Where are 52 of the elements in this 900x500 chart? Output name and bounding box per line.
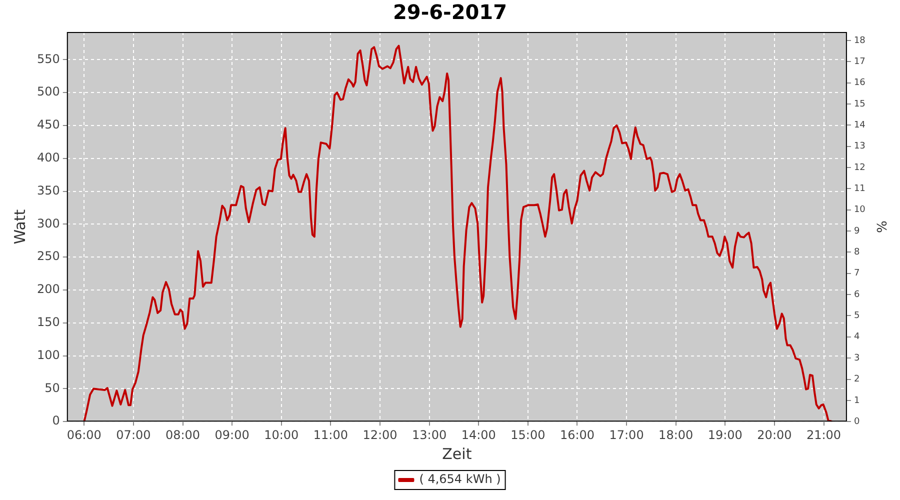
y2-tick-label: 1 (854, 396, 860, 406)
y-tick-label: 150 (37, 315, 60, 330)
y-tick-label: 350 (37, 183, 60, 198)
y-tick-label: 100 (37, 348, 60, 362)
y-tick-label: 250 (37, 249, 60, 264)
y-tick-label: 300 (37, 216, 60, 230)
y2-tick-label: 10 (854, 205, 866, 216)
y2-tick-label: 17 (854, 56, 866, 67)
y2-tick-label: 9 (854, 226, 860, 236)
x-tick-label: 16:00 (560, 428, 595, 442)
y2-tick-label: 16 (854, 78, 866, 88)
x-tick-label: 14:00 (461, 428, 496, 442)
legend-label: ( 4,654 kWh ) (419, 472, 501, 486)
x-tick-label: 08:00 (165, 428, 200, 442)
x-tick-label: 21:00 (806, 428, 842, 442)
y-tick-label: 0 (52, 414, 60, 428)
x-axis-title: Zeit (442, 444, 472, 463)
y2-tick-label: 11 (854, 184, 866, 194)
y2-tick-label: 7 (854, 268, 860, 279)
y-tick-label: 50 (44, 380, 60, 395)
y2-tick-label: 5 (854, 311, 860, 322)
x-tick-label: 17:00 (609, 428, 644, 442)
y2-tick-label: 6 (854, 290, 860, 300)
y2-tick-label: 15 (854, 99, 866, 110)
y2-axis-title: % (872, 220, 888, 233)
y2-tick-label: 0 (854, 416, 860, 427)
y-tick-label: 550 (37, 52, 60, 66)
x-tick-label: 10:00 (264, 428, 299, 442)
y-tick-label: 500 (37, 84, 60, 99)
y2-tick-label: 13 (854, 142, 866, 152)
x-tick-label: 11:00 (313, 428, 348, 442)
y2-tick-label: 14 (854, 120, 866, 131)
chart-title: 29-6-2017 (392, 0, 508, 24)
x-tick-label: 20:00 (757, 428, 792, 442)
y-axis-title: Watt (10, 209, 29, 244)
x-tick-label: 07:00 (116, 428, 151, 442)
x-tick-label: 12:00 (362, 428, 398, 442)
y-tick-label: 450 (37, 118, 60, 132)
x-tick-label: 18:00 (658, 428, 694, 442)
y-tick-label: 200 (37, 282, 60, 296)
x-tick-label: 19:00 (708, 428, 742, 442)
y2-tick-label: 3 (854, 353, 860, 364)
x-tick-label: 06:00 (66, 428, 102, 442)
y2-tick-label: 2 (854, 374, 860, 385)
y2-tick-label: 8 (854, 248, 860, 258)
y2-tick-label: 18 (854, 36, 866, 46)
y-tick-label: 400 (37, 150, 60, 164)
y2-tick-label: 4 (854, 332, 860, 342)
x-tick-label: 09:00 (214, 428, 250, 442)
y2-tick-label: 12 (854, 162, 866, 173)
x-tick-label: 15:00 (510, 428, 546, 442)
x-tick-label: 13:00 (412, 428, 447, 442)
